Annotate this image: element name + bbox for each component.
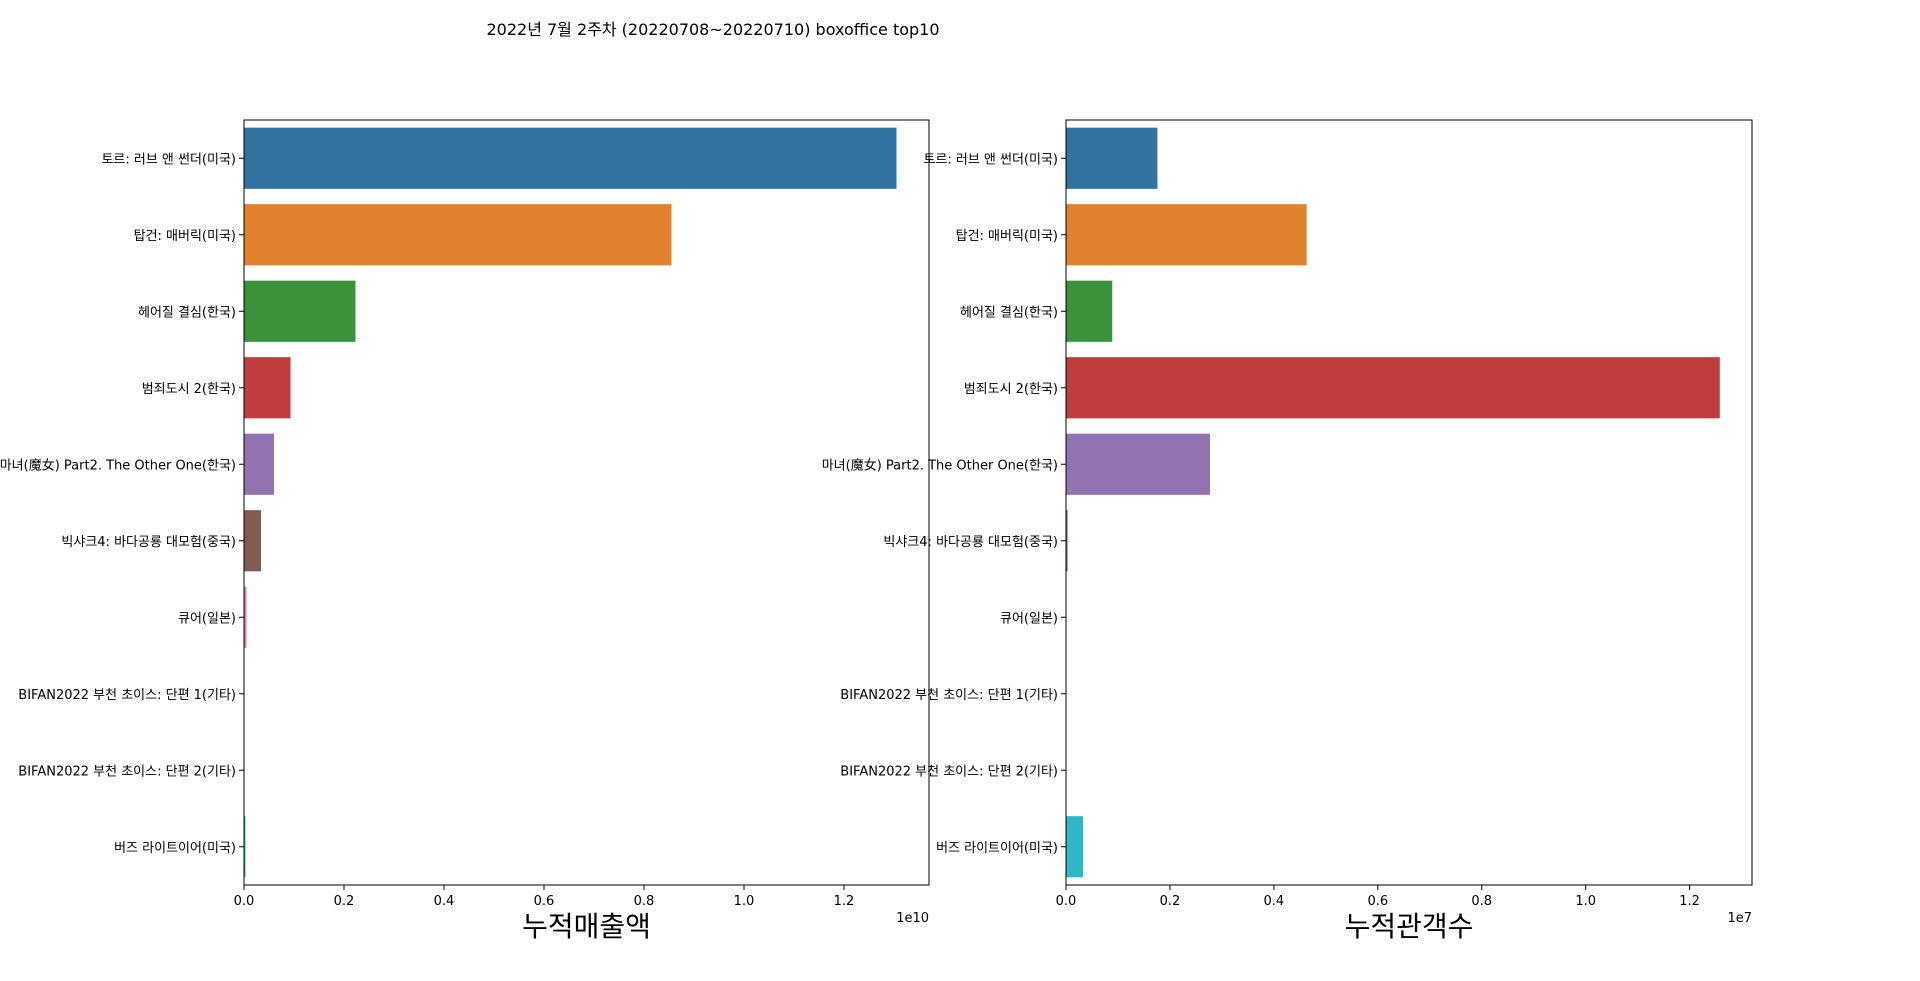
audience-category-label: 빅샤크4: 바다공룡 대모험(중국) bbox=[883, 535, 1058, 550]
revenue-category-label: 빅샤크4: 바다공룡 대모험(중국) bbox=[61, 535, 236, 550]
audience-xtick-label: 0.8 bbox=[1471, 894, 1492, 909]
audience-xtick-label: 1.0 bbox=[1575, 894, 1596, 909]
revenue-bar bbox=[244, 280, 356, 342]
revenue-offset-text: 1e10 bbox=[896, 911, 929, 926]
audience-bar bbox=[1066, 816, 1084, 878]
audience-category-label: 마녀(魔女) Part2. The Other One(한국) bbox=[822, 457, 1058, 473]
revenue-bar bbox=[244, 127, 897, 189]
revenue-category-label: 버즈 라이트이어(미국) bbox=[114, 841, 236, 856]
audience-bar bbox=[1066, 280, 1113, 342]
revenue-category-label: BIFAN2022 부천 초이스: 단편 1(기타) bbox=[18, 688, 236, 703]
audience-category-label: 헤어질 결심(한국) bbox=[960, 305, 1058, 320]
audience-category-label: BIFAN2022 부천 초이스: 단편 1(기타) bbox=[840, 688, 1058, 703]
audience-category-label: 큐어(일본) bbox=[1000, 611, 1058, 626]
audience-xlabel: 누적관객수 bbox=[1345, 910, 1474, 943]
audience-xtick-label: 0.6 bbox=[1367, 894, 1388, 909]
revenue-chart: 토르: 러브 앤 썬더(미국) 탑건: 매버릭(미국) 헤어질 결심(한국) 범죄도시… bbox=[0, 119, 930, 943]
revenue-xtick-label: 0.2 bbox=[334, 894, 355, 909]
revenue-category-label: 탑건: 매버릭(미국) bbox=[134, 229, 236, 244]
revenue-xtick-label: 0.8 bbox=[634, 894, 655, 909]
chart-title: 2022년 7월 2주차 (20220708~20220710) boxoffi… bbox=[486, 20, 939, 39]
audience-category-label: 버즈 라이트이어(미국) bbox=[936, 841, 1058, 856]
revenue-xtick-label: 0.6 bbox=[534, 894, 555, 909]
revenue-xlabel: 누적매출액 bbox=[522, 910, 651, 943]
audience-category-label: 탑건: 매버릭(미국) bbox=[956, 229, 1058, 244]
audience-xtick-label: 0.2 bbox=[1160, 894, 1181, 909]
revenue-xtick-label: 1.0 bbox=[734, 894, 755, 909]
audience-xtick-label: 1.2 bbox=[1679, 894, 1700, 909]
revenue-xtick-label: 1.2 bbox=[834, 894, 855, 909]
revenue-category-label: 토르: 러브 앤 썬더(미국) bbox=[101, 152, 236, 167]
revenue-bar bbox=[244, 816, 246, 878]
audience-offset-text: 1e7 bbox=[1727, 911, 1752, 926]
audience-category-label: BIFAN2022 부천 초이스: 단편 2(기타) bbox=[840, 764, 1058, 779]
audience-chart: 토르: 러브 앤 썬더(미국) 탑건: 매버릭(미국) 헤어질 결심(한국) 범죄도시… bbox=[822, 119, 1753, 943]
revenue-bar bbox=[244, 586, 247, 648]
revenue-bar bbox=[244, 433, 274, 495]
revenue-category-label: 범죄도시 2(한국) bbox=[142, 382, 236, 397]
revenue-bar bbox=[244, 510, 261, 572]
audience-bar bbox=[1066, 510, 1068, 572]
audience-bar bbox=[1066, 433, 1210, 495]
audience-xtick-label: 0.4 bbox=[1264, 894, 1285, 909]
audience-bar bbox=[1066, 127, 1158, 189]
revenue-bar bbox=[244, 204, 672, 266]
audience-bar bbox=[1066, 357, 1720, 419]
revenue-category-label: 헤어질 결심(한국) bbox=[138, 305, 236, 320]
revenue-category-label: 마녀(魔女) Part2. The Other One(한국) bbox=[0, 457, 236, 473]
revenue-category-label: 큐어(일본) bbox=[178, 611, 236, 626]
revenue-bar bbox=[244, 357, 291, 419]
audience-axes-frame bbox=[1065, 119, 1753, 886]
revenue-category-label: BIFAN2022 부천 초이스: 단편 2(기타) bbox=[18, 764, 236, 779]
audience-xtick-label: 0.0 bbox=[1056, 894, 1077, 909]
revenue-xtick-label: 0.4 bbox=[434, 894, 455, 909]
revenue-xtick-label: 0.0 bbox=[234, 894, 255, 909]
audience-category-label: 토르: 러브 앤 썬더(미국) bbox=[923, 152, 1058, 167]
audience-category-label: 범죄도시 2(한국) bbox=[964, 382, 1058, 397]
revenue-axes-frame bbox=[243, 119, 930, 886]
audience-bar bbox=[1066, 204, 1307, 266]
